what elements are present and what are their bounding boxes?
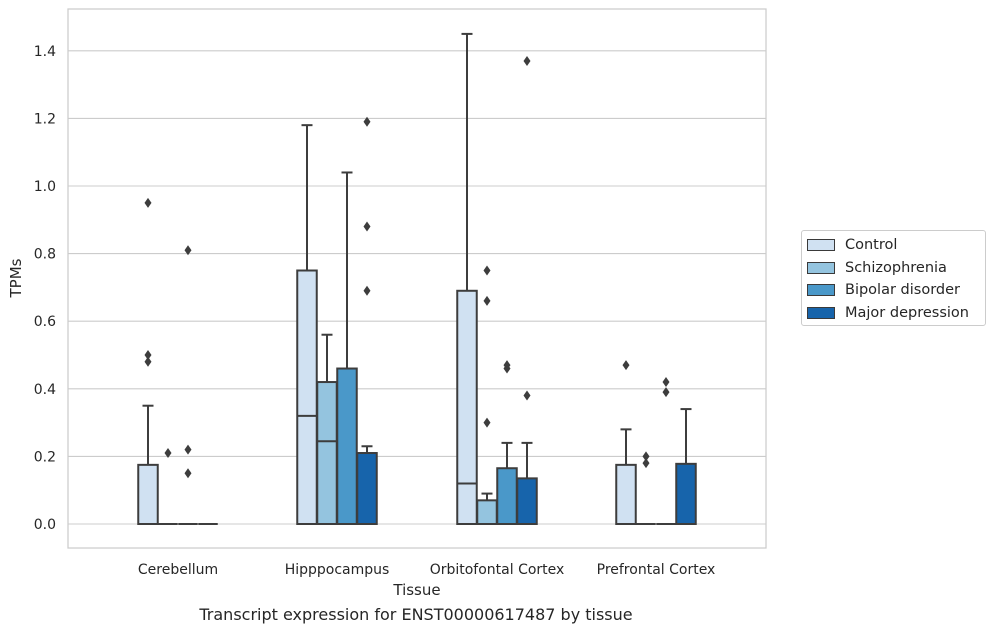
y-tick-labels: 0.0 0.2 0.4 0.6 0.8 1.0 1.2 1.4 bbox=[34, 44, 56, 533]
y-tick-label: 0.4 bbox=[34, 382, 56, 398]
legend-swatch bbox=[807, 284, 835, 296]
legend-label: Control bbox=[845, 237, 898, 253]
box-body bbox=[516, 477, 538, 525]
y-axis-label: TPMs bbox=[7, 258, 25, 298]
legend-label: Major depression bbox=[845, 304, 969, 321]
outlier-point bbox=[363, 221, 371, 232]
box-2-1 bbox=[476, 265, 498, 525]
outlier-point bbox=[523, 55, 531, 66]
box-body bbox=[675, 462, 697, 525]
box-body bbox=[356, 452, 378, 525]
x-tick-label: Hipppocampus bbox=[285, 562, 390, 578]
box-0-0 bbox=[137, 197, 159, 526]
legend-item: Control bbox=[807, 235, 897, 255]
outlier-point bbox=[642, 451, 650, 462]
outlier-point bbox=[622, 360, 630, 371]
box-3-0 bbox=[615, 360, 637, 526]
box-body bbox=[296, 269, 318, 525]
x-tick-label: Cerebellum bbox=[138, 562, 218, 578]
outlier-point bbox=[503, 360, 511, 371]
outlier-point bbox=[144, 350, 152, 360]
box-2-3 bbox=[516, 55, 538, 525]
box-3-1 bbox=[636, 451, 656, 525]
outlier-point bbox=[184, 468, 192, 479]
box-2-2 bbox=[496, 360, 518, 526]
outlier-point bbox=[483, 265, 491, 276]
x-tick-labels: Cerebellum Hipppocampus Orbitofontal Corte… bbox=[138, 562, 715, 578]
legend-item: Bipolar disorder bbox=[807, 280, 960, 300]
outlier-point bbox=[523, 390, 531, 401]
box-body bbox=[137, 463, 159, 526]
box-1-1 bbox=[316, 333, 338, 526]
outlier-point bbox=[642, 458, 650, 469]
box-1-0 bbox=[296, 124, 318, 525]
y-tick-label: 0.6 bbox=[34, 314, 56, 330]
outlier-point bbox=[662, 377, 670, 388]
legend-label: Bipolar disorder bbox=[845, 282, 960, 298]
legend: Control Schizophrenia Bipolar disorder Majo… bbox=[801, 230, 986, 326]
legend-label: Schizophrenia bbox=[845, 259, 947, 276]
y-tick-label: 0.2 bbox=[34, 449, 56, 465]
chart-caption: Transcript expression for ENST0000061748… bbox=[199, 605, 633, 624]
legend-item: Major depression bbox=[807, 303, 969, 323]
y-tick-label: 1.0 bbox=[34, 179, 56, 195]
box-body bbox=[456, 289, 478, 525]
y-tick-label: 0.8 bbox=[34, 247, 56, 263]
y-tick-label: 0.0 bbox=[34, 517, 56, 533]
box-body bbox=[476, 499, 498, 525]
box-0-1 bbox=[158, 448, 178, 525]
outlier-point bbox=[184, 444, 192, 455]
gridlines bbox=[68, 50, 766, 525]
legend-item: Schizophrenia bbox=[807, 258, 947, 278]
x-tick-label: Orbitofontal Cortex bbox=[430, 562, 565, 578]
legend-swatch bbox=[807, 261, 835, 274]
boxes bbox=[137, 32, 697, 526]
outlier-point bbox=[164, 448, 172, 459]
x-axis-label: Tissue bbox=[392, 581, 440, 599]
box-body bbox=[496, 467, 518, 526]
box-0-2 bbox=[178, 245, 198, 525]
box-1-3 bbox=[356, 116, 378, 525]
plot-frame bbox=[67, 8, 767, 549]
box-3-3 bbox=[675, 408, 697, 525]
legend-swatch bbox=[807, 239, 835, 251]
box-2-0 bbox=[456, 32, 478, 525]
outlier-point bbox=[483, 417, 491, 428]
outlier-point bbox=[662, 387, 670, 398]
outlier-point bbox=[363, 285, 371, 296]
outlier-point bbox=[144, 197, 152, 208]
box-3-2 bbox=[656, 377, 676, 525]
y-tick-label: 1.2 bbox=[34, 111, 56, 127]
box-body bbox=[336, 367, 358, 525]
box-1-2 bbox=[336, 171, 358, 525]
outlier-point bbox=[483, 295, 491, 306]
outlier-point bbox=[363, 116, 371, 127]
y-tick-label: 1.4 bbox=[34, 44, 56, 60]
outlier-point bbox=[144, 356, 152, 367]
outlier-point bbox=[184, 245, 192, 256]
box-body bbox=[316, 381, 338, 526]
x-tick-label: Prefrontal Cortex bbox=[597, 562, 716, 578]
legend-swatch bbox=[807, 306, 835, 319]
box-body bbox=[615, 463, 637, 526]
